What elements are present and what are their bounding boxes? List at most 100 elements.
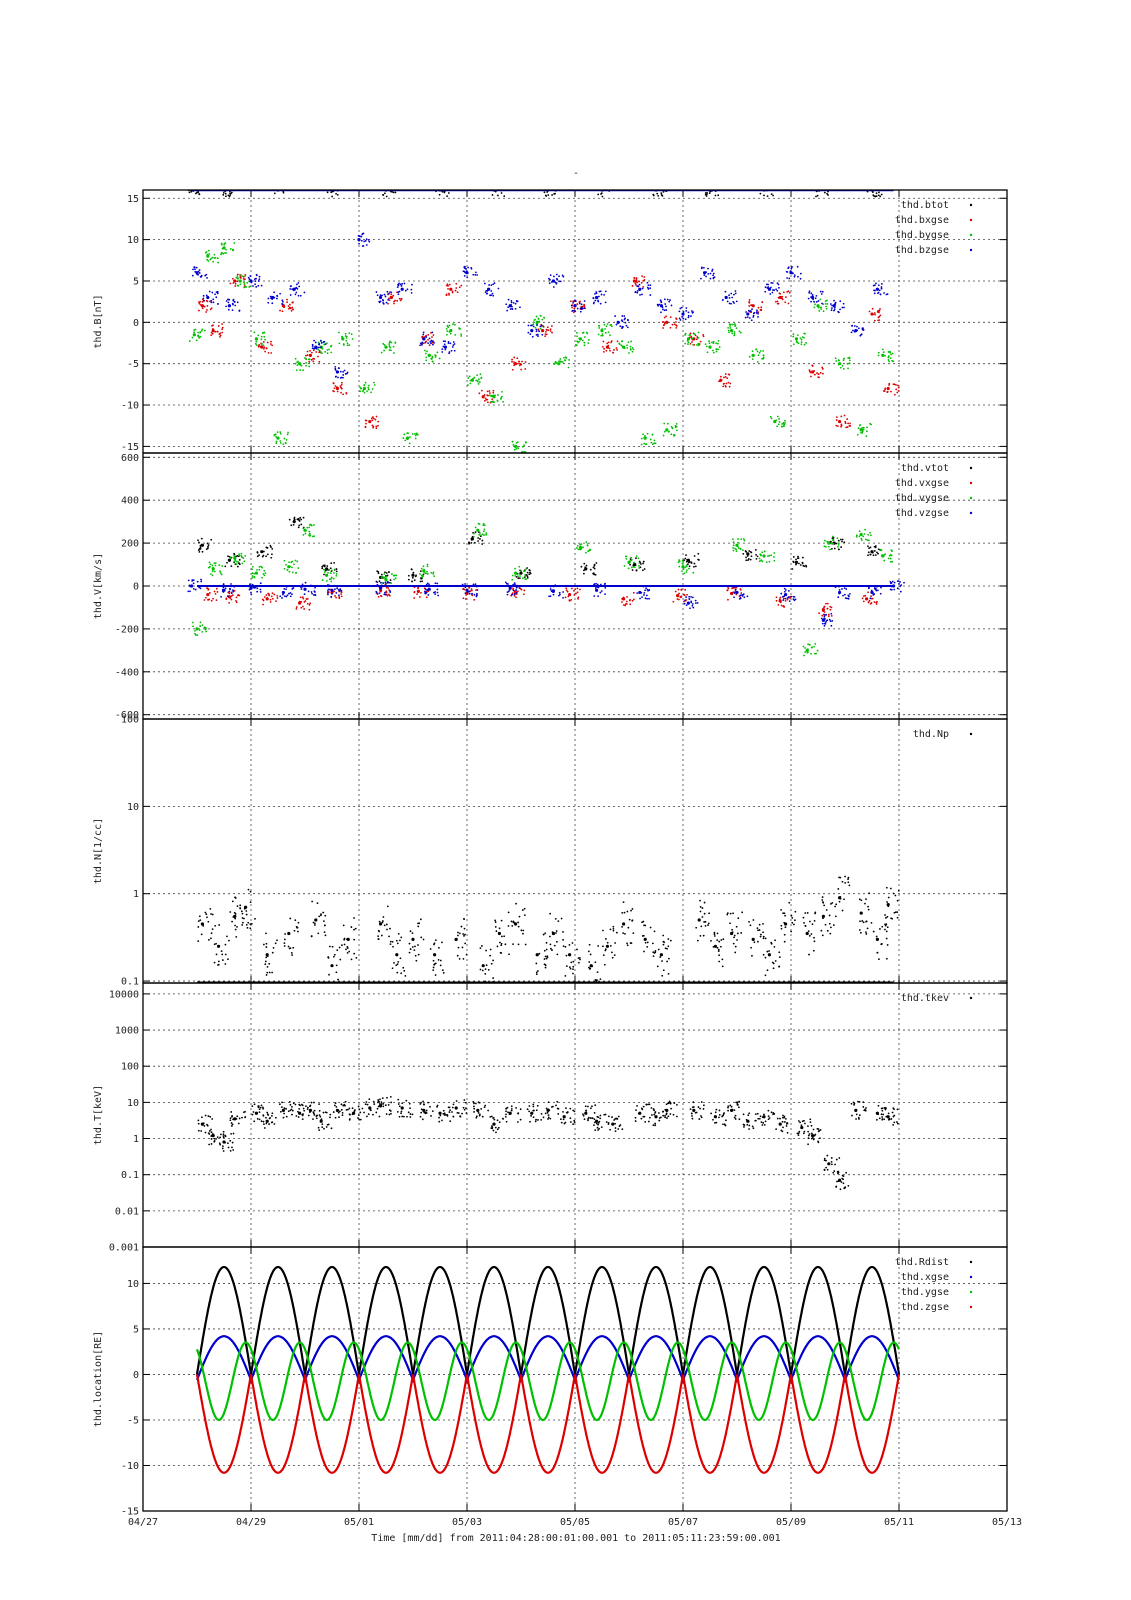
data-point	[517, 577, 520, 580]
data-point	[729, 1104, 732, 1107]
data-point	[732, 912, 734, 915]
data-point	[326, 590, 329, 592]
data-point	[562, 938, 564, 941]
data-point	[724, 375, 727, 378]
data-point	[431, 331, 434, 334]
data-point	[239, 283, 242, 286]
data-point	[479, 532, 481, 534]
data-point	[373, 1103, 376, 1105]
data-point	[194, 268, 196, 271]
data-point	[351, 338, 354, 340]
data-point	[552, 589, 555, 591]
data-point	[251, 1105, 254, 1107]
data-point	[599, 978, 602, 981]
data-point	[606, 323, 609, 325]
data-point	[388, 292, 390, 295]
data-point	[562, 1110, 564, 1113]
data-point	[505, 582, 508, 585]
data-point	[631, 566, 633, 569]
data-point	[877, 548, 880, 551]
data-point	[483, 524, 486, 527]
data-point	[688, 595, 691, 598]
data-point	[603, 963, 606, 966]
data-point	[375, 427, 378, 430]
data-point	[811, 923, 814, 925]
data-point	[229, 1117, 232, 1120]
data-point	[409, 1107, 411, 1110]
data-point	[773, 552, 776, 554]
data-point	[783, 587, 786, 590]
data-point	[330, 964, 334, 968]
data-point	[379, 1098, 381, 1101]
data-point	[848, 362, 851, 365]
data-point	[882, 351, 885, 354]
data-point	[785, 270, 788, 273]
data-point	[622, 596, 625, 599]
data-point	[656, 965, 659, 968]
data-point	[366, 1103, 369, 1106]
data-point	[298, 1103, 301, 1106]
data-point	[232, 282, 235, 284]
data-point	[837, 596, 840, 599]
data-point	[212, 301, 215, 304]
data-point	[662, 940, 665, 943]
data-point	[532, 325, 535, 328]
data-point	[196, 580, 199, 583]
data-point	[672, 600, 675, 603]
data-point	[813, 940, 816, 943]
data-point	[505, 1110, 507, 1113]
data-point	[897, 889, 900, 892]
data-point	[620, 344, 623, 347]
data-point	[396, 963, 399, 966]
data-point	[266, 971, 269, 974]
data-point	[867, 908, 870, 911]
data-point	[733, 333, 736, 335]
data-point	[822, 310, 825, 313]
data-point	[524, 943, 527, 946]
data-point	[757, 354, 760, 357]
data-point	[543, 191, 546, 194]
data-point	[426, 570, 428, 573]
data-point	[213, 1137, 216, 1140]
data-point	[643, 279, 646, 281]
data-point	[891, 560, 894, 563]
data-point	[595, 582, 597, 585]
data-point	[468, 586, 471, 589]
data-point	[849, 425, 852, 427]
data-point	[626, 595, 628, 598]
data-point	[339, 183, 341, 185]
data-point	[638, 283, 641, 286]
data-point	[515, 586, 518, 589]
data-point	[597, 333, 600, 336]
data-point	[281, 1101, 283, 1104]
data-point	[324, 914, 327, 917]
data-point	[584, 307, 586, 310]
data-point	[540, 1118, 543, 1121]
data-point	[507, 298, 510, 301]
data-point	[634, 1120, 637, 1122]
data-point	[355, 956, 358, 959]
data-point	[510, 301, 513, 304]
data-point	[818, 310, 821, 312]
data-point	[688, 565, 691, 568]
data-point	[326, 352, 329, 355]
data-point	[553, 933, 556, 935]
data-point	[764, 974, 767, 977]
data-point	[565, 587, 568, 590]
data-point	[265, 946, 268, 948]
data-point	[279, 309, 281, 312]
data-point	[860, 333, 863, 336]
data-point	[314, 591, 316, 593]
data-point	[513, 594, 516, 597]
data-point	[339, 376, 342, 379]
data-point	[792, 333, 795, 336]
data-point	[426, 565, 429, 568]
data-point	[603, 323, 606, 326]
data-point	[383, 192, 386, 195]
data-point	[717, 948, 720, 951]
data-point	[878, 289, 881, 292]
data-point	[192, 333, 196, 337]
data-point	[597, 193, 600, 196]
data-point	[400, 972, 403, 975]
data-point	[642, 920, 645, 923]
